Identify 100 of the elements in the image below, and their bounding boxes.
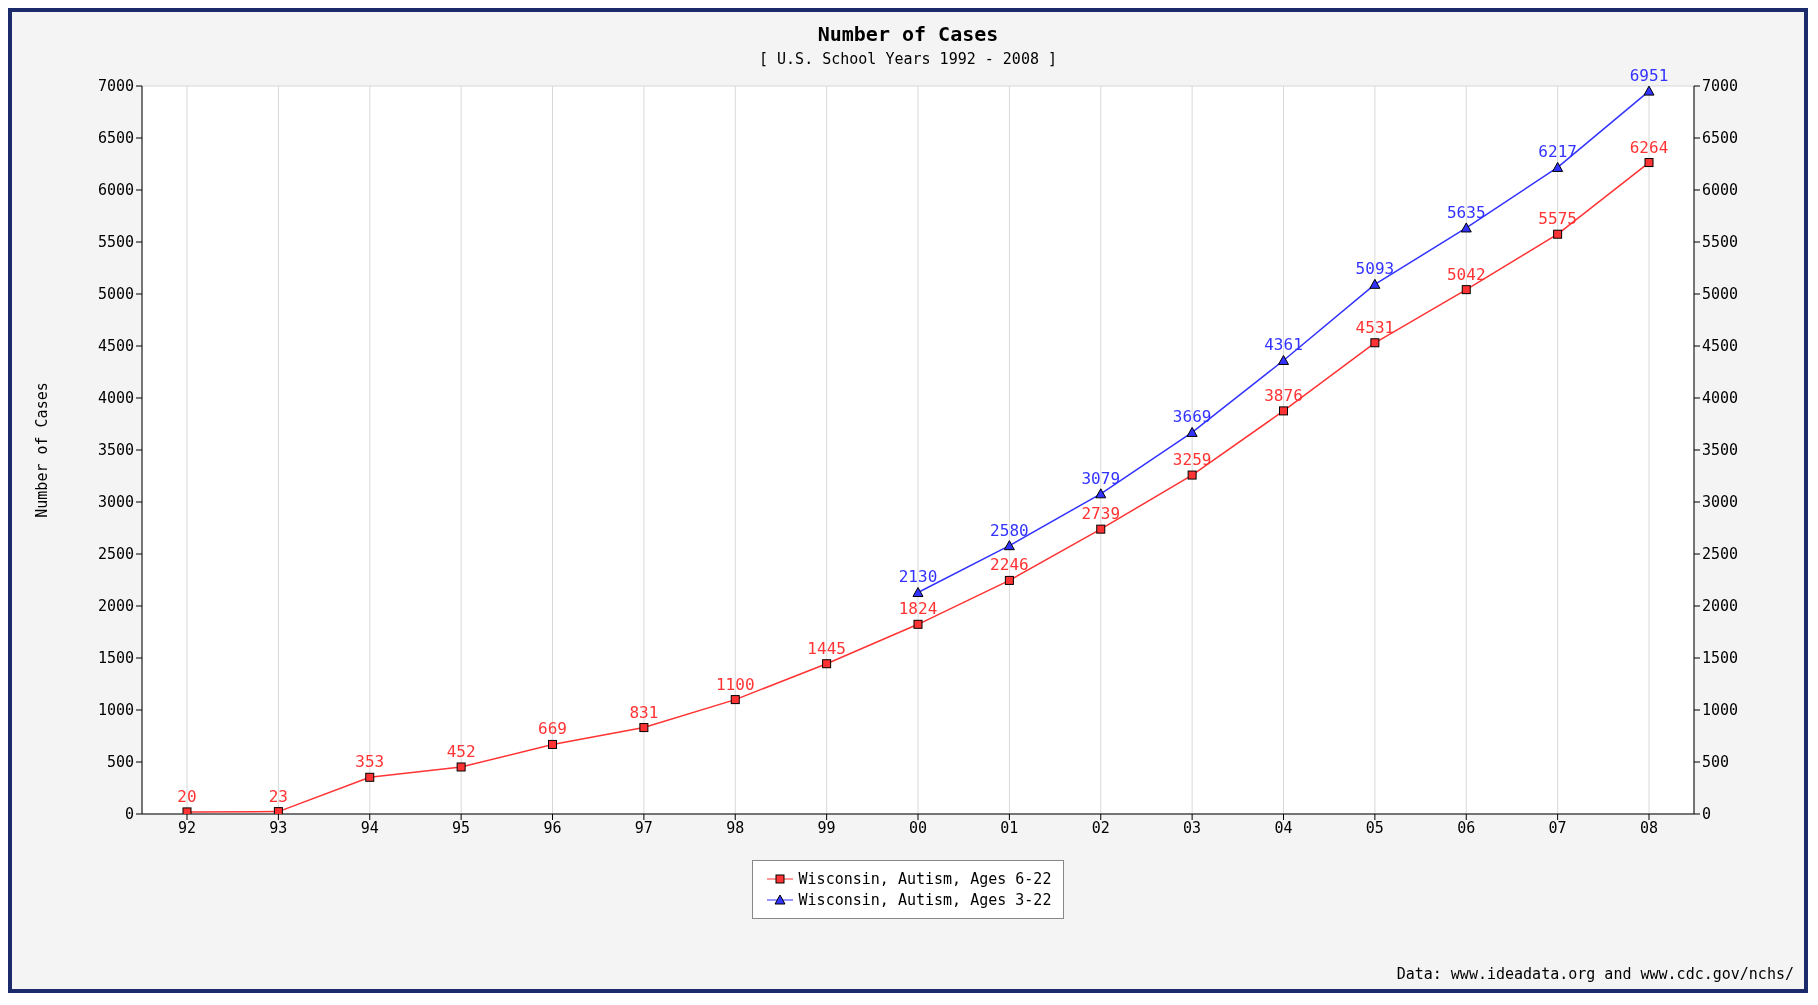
y2-tick-label: 5500 xyxy=(1702,233,1739,252)
data-label: 5635 xyxy=(1446,202,1486,222)
data-label: 6217 xyxy=(1538,142,1577,162)
point xyxy=(1279,406,1288,416)
x-tick-label: 01 xyxy=(1000,818,1019,837)
data-label: 20 xyxy=(177,786,197,806)
y2-tick-label: 4500 xyxy=(1702,337,1739,356)
y-axis-title: Number of Cases xyxy=(33,382,52,518)
x-tick-label: 95 xyxy=(452,818,471,837)
data-label: 1824 xyxy=(898,599,938,619)
x-tick-label: 03 xyxy=(1183,818,1202,837)
data-label: 2580 xyxy=(990,520,1029,540)
data-label: 5093 xyxy=(1355,259,1395,279)
point xyxy=(1461,285,1471,295)
x-tick-label: 94 xyxy=(360,818,379,837)
point xyxy=(1553,229,1563,239)
y2-tick-label: 5000 xyxy=(1702,285,1739,304)
y2-tick-label: 1000 xyxy=(1702,701,1739,720)
point xyxy=(1643,86,1655,96)
legend-label: Wisconsin, Autism, Ages 6-22 xyxy=(798,870,1052,888)
data-label: 6264 xyxy=(1629,137,1669,157)
point xyxy=(182,807,192,814)
point xyxy=(639,723,649,733)
data-label: 1100 xyxy=(715,674,755,694)
y2-tick-label: 7000 xyxy=(1702,77,1739,96)
y2-tick-label: 2000 xyxy=(1702,597,1739,616)
data-label: 1445 xyxy=(807,638,846,658)
y2-tick-label: 500 xyxy=(1702,753,1730,772)
x-tick-label: 04 xyxy=(1274,818,1293,837)
point xyxy=(1552,161,1564,172)
y2-tick-label: 6500 xyxy=(1702,129,1739,148)
y-tick-label: 7000 xyxy=(97,77,134,96)
x-tick-label: 06 xyxy=(1457,818,1476,837)
point xyxy=(1095,488,1107,499)
data-label: 5575 xyxy=(1538,209,1577,229)
data-label: 353 xyxy=(355,752,385,772)
point xyxy=(822,659,832,669)
point xyxy=(1369,278,1381,289)
data-label: 2246 xyxy=(990,555,1029,575)
y2-tick-label: 4000 xyxy=(1702,389,1739,408)
x-tick-label: 07 xyxy=(1548,818,1567,837)
x-tick-label: 99 xyxy=(817,818,836,837)
data-label: 4531 xyxy=(1355,317,1395,337)
y2-tick-label: 1500 xyxy=(1702,649,1739,668)
x-tick-label: 02 xyxy=(1091,818,1110,837)
data-label: 4361 xyxy=(1264,335,1303,355)
y-tick-label: 5500 xyxy=(97,233,134,252)
point xyxy=(456,762,466,772)
y-tick-label: 2500 xyxy=(97,545,134,564)
point xyxy=(365,772,375,782)
point xyxy=(913,619,923,629)
y-tick-label: 2000 xyxy=(97,597,134,616)
x-tick-label: 97 xyxy=(634,818,653,837)
data-label: 831 xyxy=(629,702,659,722)
x-tick-label: 92 xyxy=(177,818,197,837)
data-label: 3669 xyxy=(1172,407,1212,427)
x-tick-label: 00 xyxy=(908,818,928,837)
point xyxy=(548,739,557,749)
x-tick-label: 08 xyxy=(1639,818,1659,837)
data-label: 452 xyxy=(446,741,476,761)
y-tick-label: 3500 xyxy=(97,441,134,460)
point xyxy=(1096,524,1106,534)
data-label: 5042 xyxy=(1446,264,1486,284)
legend-label: Wisconsin, Autism, Ages 3-22 xyxy=(798,891,1052,909)
data-label: 669 xyxy=(538,719,567,739)
y-tick-label: 6500 xyxy=(97,129,134,148)
point xyxy=(1186,426,1198,437)
data-label: 2739 xyxy=(1081,504,1121,524)
point xyxy=(1370,338,1380,348)
point xyxy=(1004,575,1014,585)
y-tick-label: 6000 xyxy=(97,181,134,200)
y-tick-label: 4000 xyxy=(97,389,134,408)
data-label: 23 xyxy=(268,786,289,806)
data-label: 3079 xyxy=(1081,468,1121,488)
chart-subtitle: [ U.S. School Years 1992 - 2008 ] xyxy=(758,50,1058,68)
y-tick-label: 3000 xyxy=(97,493,134,512)
y2-tick-label: 3500 xyxy=(1702,441,1739,460)
point xyxy=(1187,470,1197,480)
y2-tick-label: 6000 xyxy=(1702,181,1739,200)
data-label: 3259 xyxy=(1172,450,1212,470)
point xyxy=(1278,354,1289,365)
point xyxy=(1003,540,1015,551)
y-tick-label: 1500 xyxy=(97,649,134,668)
point xyxy=(730,695,740,705)
y-tick-label: 0 xyxy=(124,805,134,824)
data-label: 3876 xyxy=(1264,385,1303,405)
y2-tick-label: 2500 xyxy=(1702,545,1739,564)
text: Data: www.ideadata.org and www.cdc.gov/nchs/ xyxy=(1396,965,1794,983)
x-tick-label: 96 xyxy=(543,818,562,837)
data-label: 6951 xyxy=(1629,66,1669,86)
point xyxy=(1460,222,1472,233)
x-tick-label: 05 xyxy=(1365,818,1384,837)
y-tick-label: 500 xyxy=(106,753,134,772)
y2-tick-label: 0 xyxy=(1702,805,1712,824)
y-tick-label: 1000 xyxy=(97,701,134,720)
data-label: 2130 xyxy=(898,567,938,587)
y-tick-label: 4500 xyxy=(97,337,134,356)
chart-title: Number of Cases xyxy=(816,21,1000,46)
point xyxy=(273,807,283,814)
x-tick-label: 98 xyxy=(726,818,745,837)
